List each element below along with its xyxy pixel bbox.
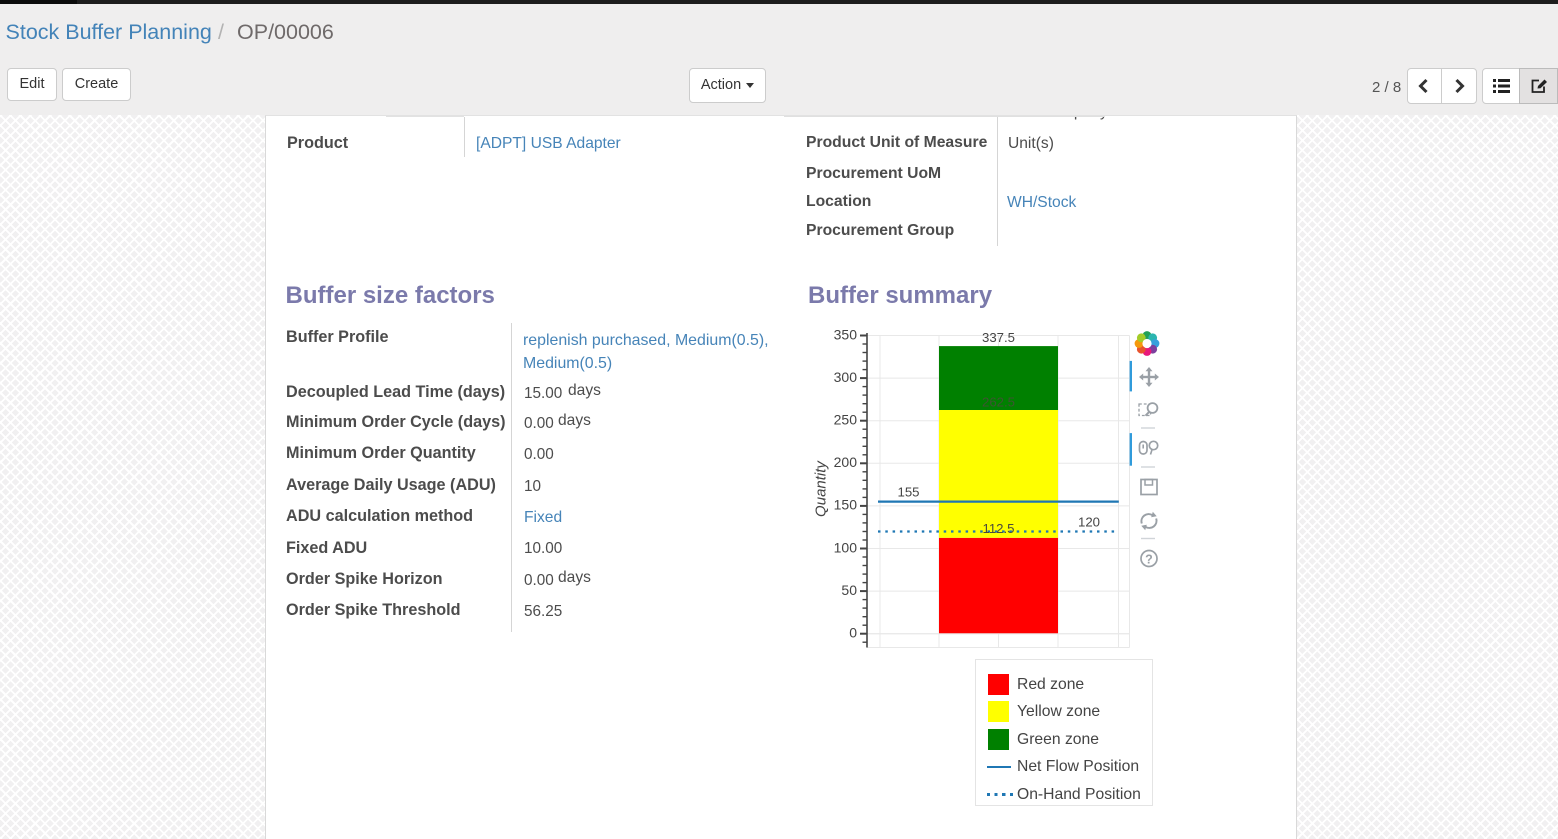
svg-text:?: ? <box>1145 553 1153 567</box>
svg-text:Quantity: Quantity <box>813 460 830 517</box>
svg-text:112.5: 112.5 <box>982 521 1014 536</box>
svg-text:100: 100 <box>834 539 858 555</box>
svg-text:150: 150 <box>834 497 858 513</box>
svg-text:120: 120 <box>1078 515 1100 530</box>
svg-text:0: 0 <box>849 625 857 641</box>
svg-text:155: 155 <box>897 485 919 500</box>
svg-text:300: 300 <box>834 369 858 385</box>
svg-text:337.5: 337.5 <box>982 330 1015 345</box>
svg-text:262.5: 262.5 <box>982 395 1015 410</box>
svg-text:250: 250 <box>834 412 858 428</box>
svg-text:200: 200 <box>834 454 858 470</box>
svg-text:50: 50 <box>841 582 857 598</box>
svg-text:350: 350 <box>834 326 858 342</box>
